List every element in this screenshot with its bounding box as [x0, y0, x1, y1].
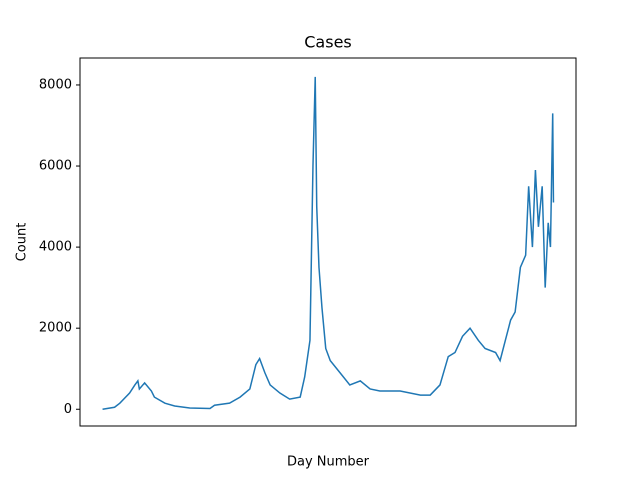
y-axis-label: Count [15, 223, 30, 262]
y-tick-label: 6000 [39, 159, 72, 174]
y-tick-label: 0 [64, 402, 72, 417]
line [102, 76, 555, 410]
x-axis-label: Day Number [287, 455, 370, 470]
plot-frame [79, 57, 577, 427]
chart-title: Cases [304, 33, 352, 52]
y-tick-label: 2000 [39, 321, 72, 336]
y-tick-label: 4000 [39, 240, 72, 255]
y-tick-label: 8000 [39, 77, 72, 92]
